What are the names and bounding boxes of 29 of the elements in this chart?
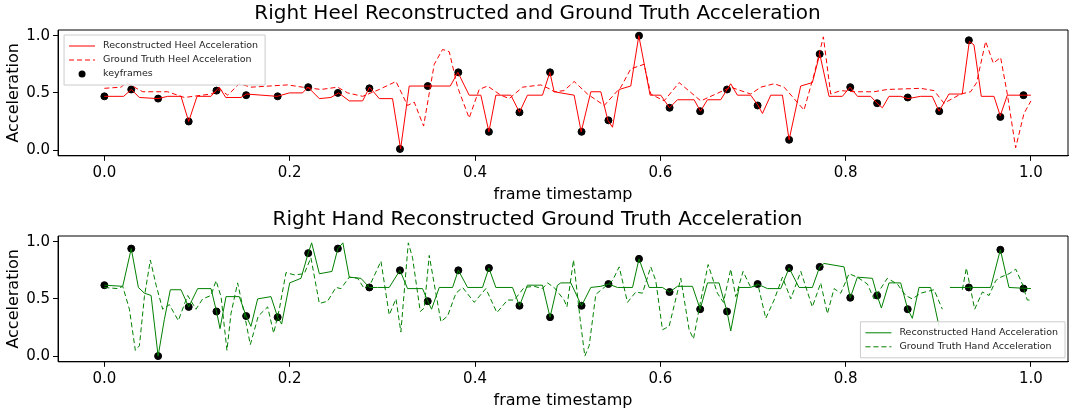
x-tick-label: 0.4 (463, 368, 487, 387)
x-tick-label: 0.0 (92, 162, 117, 181)
x-tick-label: 0.6 (648, 162, 673, 181)
x-tick-label: 0.8 (833, 368, 858, 387)
x-axis-title: frame timestamp (493, 389, 633, 409)
x-axis-title: frame timestamp (493, 183, 633, 203)
y-tick-label: 0.0 (26, 345, 51, 364)
x-tick-label: 0.8 (833, 162, 858, 181)
y-axis-title: Acceleration (2, 43, 22, 143)
y-tick-label: 1.0 (26, 25, 51, 44)
chart-title: Right Heel Reconstructed and Ground Truth Acceleration (254, 0, 821, 25)
x-tick-label: 0.6 (648, 368, 673, 387)
y-tick-label: 0.0 (26, 139, 51, 158)
chart-title: Right Hand Reconstructed Ground Truth Acceleration (272, 206, 803, 231)
x-tick-label: 0.2 (277, 162, 302, 181)
y-tick-label: 1.0 (26, 231, 51, 250)
legend-label: keyframes (103, 67, 153, 79)
y-tick-label: 0.5 (26, 82, 51, 101)
x-tick-label: 0.2 (277, 368, 302, 387)
legend-label: Ground Truth Hand Acceleration (899, 340, 1052, 352)
x-tick-label: 1.0 (1019, 162, 1043, 181)
x-tick-label: 0.0 (92, 368, 117, 387)
y-axis-title: Acceleration (2, 249, 22, 349)
legend-label: Ground Truth Heel Acceleration (103, 53, 252, 65)
x-tick-label: 0.4 (463, 162, 487, 181)
legend-label: Reconstructed Hand Acceleration (899, 326, 1059, 338)
y-tick-label: 0.5 (26, 288, 51, 307)
legend-label: Reconstructed Heel Acceleration (103, 39, 259, 51)
x-tick-label: 1.0 (1019, 368, 1043, 387)
